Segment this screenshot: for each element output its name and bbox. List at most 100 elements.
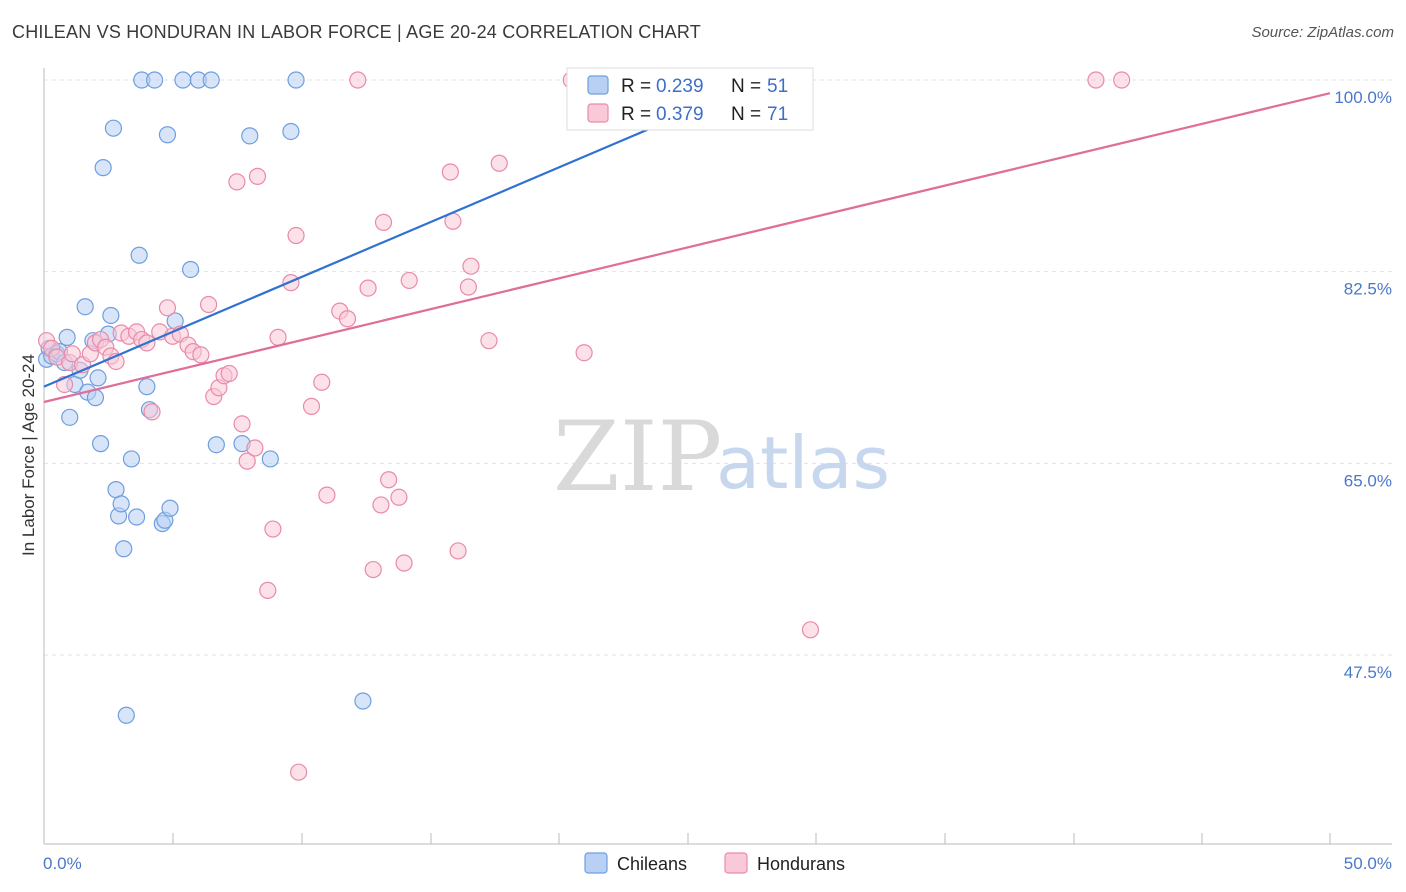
chilean-point-24: [117, 706, 135, 724]
honduran-point-54: [395, 554, 413, 572]
honduran-point-34: [246, 439, 264, 457]
chilean-point-26: [127, 508, 146, 526]
honduran-point-69: [1113, 71, 1131, 89]
x-tick-label-max: 50.0%: [1344, 854, 1392, 873]
bottom-legend-swatch-hondurans: [724, 852, 748, 874]
chilean-point-27: [130, 246, 148, 264]
legend-swatch-hondurans: [587, 103, 609, 123]
chilean-point-18: [102, 306, 120, 325]
axes: [43, 68, 1392, 845]
honduran-point-51: [374, 213, 393, 231]
honduran-point-59: [459, 278, 477, 296]
honduran-point-32: [233, 415, 251, 433]
series-legend: Chileans Hondurans: [584, 852, 845, 874]
grid-lines: [44, 79, 1392, 656]
honduran-point-48: [359, 279, 377, 297]
chilean-point-31: [145, 71, 164, 89]
source-label: Source: ZipAtlas.com: [1251, 24, 1394, 41]
honduran-point-55: [400, 271, 418, 290]
watermark: ZIP atlas: [553, 401, 890, 513]
honduran-point-64: [575, 344, 593, 362]
chilean-point-38: [182, 260, 200, 279]
honduran-point-43: [313, 373, 331, 391]
chilean-point-45: [282, 122, 300, 141]
legend-n-value-chileans: 51: [767, 76, 788, 97]
bottom-legend-label-chileans: Chileans: [617, 854, 687, 874]
honduran-point-25: [192, 346, 210, 364]
stats-legend: R = 0.239 N = 51 R = 0.379 N = 71: [566, 67, 814, 131]
honduran-point-52: [380, 471, 398, 489]
chilean-point-43: [241, 127, 259, 145]
chilean-point-35: [161, 499, 179, 517]
watermark-atlas: atlas: [716, 421, 890, 505]
honduran-point-53: [390, 488, 408, 506]
legend-n-label-chileans: N =: [731, 76, 761, 97]
chilean-point-10: [76, 298, 94, 316]
honduran-point-44: [318, 486, 336, 504]
honduran-point-31: [228, 173, 246, 191]
chilean-point-25: [122, 450, 141, 468]
honduran-point-49: [364, 560, 382, 579]
y-tick-label-2: 82.5%: [1344, 280, 1392, 299]
honduran-point-42: [302, 397, 321, 415]
honduran-point-35: [248, 167, 267, 185]
honduran-point-18: [143, 403, 161, 421]
chilean-point-16: [94, 159, 112, 177]
chilean-point-41: [207, 436, 225, 454]
honduran-point-56: [441, 163, 459, 181]
honduran-point-38: [269, 328, 287, 346]
legend-swatch-chileans: [587, 75, 609, 95]
legend-r-value-hondurans: 0.379: [656, 104, 704, 125]
legend-r-value-chileans: 0.239: [656, 76, 704, 97]
y-tick-label-1: 65.0%: [1344, 471, 1392, 490]
honduran-point-62: [490, 154, 508, 172]
y-tick-labels: 47.5% 65.0% 82.5% 100.0%: [1334, 88, 1392, 682]
honduran-point-61: [480, 332, 498, 350]
x-tick-label-min: 0.0%: [43, 854, 82, 873]
chilean-point-14: [89, 369, 107, 387]
chilean-point-40: [202, 71, 220, 89]
legend-r-label-hondurans: R =: [621, 104, 651, 125]
y-tick-label-3: 100.0%: [1334, 88, 1392, 107]
honduran-point-60: [462, 257, 480, 275]
chilean-point-23: [115, 540, 133, 558]
chilean-point-46: [287, 71, 305, 89]
honduran-point-68: [1087, 71, 1105, 89]
chilean-point-22: [112, 495, 130, 513]
honduran-point-37: [264, 520, 282, 538]
y-tick-label-0: 47.5%: [1344, 663, 1392, 682]
honduran-point-40: [287, 226, 305, 245]
bottom-legend-swatch-chileans: [584, 852, 608, 874]
honduran-trend-line: [43, 92, 1331, 404]
watermark-zip: ZIP: [553, 401, 722, 513]
chilean-point-29: [138, 378, 156, 396]
honduran-point-50: [372, 496, 390, 514]
series-chileans-points: [37, 71, 686, 724]
chilean-point-47: [354, 692, 372, 710]
honduran-point-26: [200, 295, 218, 314]
chilean-point-6: [58, 328, 76, 346]
legend-n-value-hondurans: 71: [767, 104, 788, 125]
honduran-point-5: [63, 345, 81, 363]
honduran-point-58: [449, 542, 467, 560]
chart-title: CHILEAN VS HONDURAN IN LABOR FORCE | AGE…: [12, 22, 701, 42]
honduran-point-46: [338, 310, 357, 328]
chilean-point-15: [91, 435, 110, 453]
chilean-point-7: [61, 408, 79, 426]
honduran-point-30: [220, 364, 238, 383]
legend-n-label-hondurans: N =: [731, 104, 761, 125]
chilean-point-20: [107, 481, 125, 499]
chilean-trend-line: [43, 111, 688, 388]
chilean-point-34: [158, 126, 177, 144]
honduran-point-33: [238, 452, 256, 470]
legend-r-label-chileans: R =: [621, 76, 651, 97]
honduran-point-20: [158, 299, 177, 317]
honduran-point-67: [801, 621, 820, 639]
chilean-point-37: [174, 71, 192, 89]
honduran-point-41: [290, 763, 308, 781]
honduran-point-36: [259, 581, 277, 599]
chilean-point-19: [104, 119, 123, 137]
honduran-point-47: [349, 71, 367, 89]
y-axis-title: In Labor Force | Age 20-24: [19, 354, 38, 556]
